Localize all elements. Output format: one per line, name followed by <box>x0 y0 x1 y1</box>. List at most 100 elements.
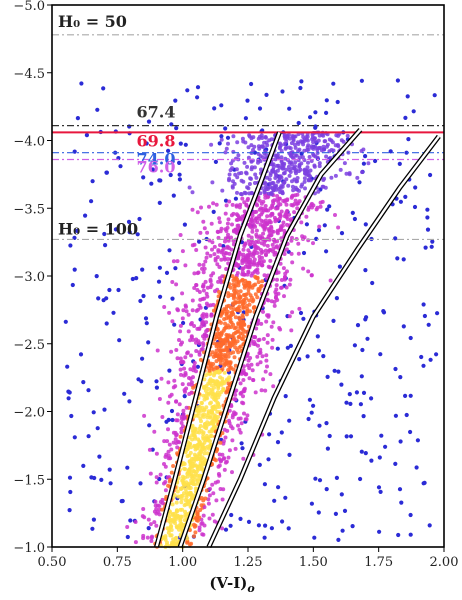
data-point <box>249 362 254 367</box>
data-point <box>303 186 307 191</box>
data-point <box>118 164 123 169</box>
data-point <box>86 434 91 439</box>
data-point <box>182 222 187 227</box>
data-point <box>197 426 202 431</box>
data-point <box>256 343 260 348</box>
data-point <box>281 266 286 271</box>
data-point <box>92 475 97 481</box>
data-point <box>225 333 230 338</box>
data-point <box>190 481 195 486</box>
data-point <box>232 181 237 186</box>
data-point <box>256 240 261 244</box>
data-point <box>219 250 224 255</box>
data-point <box>195 473 200 478</box>
data-point <box>117 338 122 343</box>
data-point <box>286 158 290 163</box>
data-point <box>277 326 282 330</box>
data-point <box>250 299 255 304</box>
data-point <box>262 222 267 227</box>
data-point <box>300 182 305 187</box>
data-point <box>239 421 244 426</box>
data-point <box>183 142 188 147</box>
data-point <box>313 476 318 481</box>
data-point <box>270 181 275 185</box>
data-point <box>315 155 320 160</box>
data-point <box>300 155 305 160</box>
data-point <box>122 391 127 396</box>
data-point <box>252 257 257 262</box>
data-point <box>168 477 173 482</box>
data-point <box>328 155 333 160</box>
data-point <box>224 304 229 309</box>
data-point <box>282 171 287 175</box>
data-point <box>295 187 300 192</box>
data-point <box>222 307 227 312</box>
data-point <box>282 180 287 185</box>
data-point <box>154 379 159 384</box>
data-point <box>235 289 240 294</box>
data-point <box>207 368 212 373</box>
data-point <box>107 287 112 293</box>
data-point <box>309 144 314 149</box>
data-point <box>327 433 332 439</box>
data-point <box>146 340 151 345</box>
data-point <box>248 242 253 247</box>
data-point <box>182 388 187 393</box>
data-point <box>296 120 301 126</box>
data-point <box>262 188 267 193</box>
data-point <box>317 164 322 169</box>
data-point <box>235 227 240 232</box>
data-point <box>287 418 292 423</box>
data-point <box>285 197 290 202</box>
data-point <box>160 507 165 512</box>
data-point <box>201 288 206 293</box>
data-point <box>165 439 170 444</box>
data-point <box>180 291 185 296</box>
data-point <box>258 222 263 227</box>
data-point <box>276 291 281 296</box>
data-point <box>398 439 403 444</box>
data-point <box>197 239 202 244</box>
data-point <box>275 277 279 282</box>
data-point <box>355 175 360 180</box>
data-point <box>202 397 207 402</box>
data-point <box>272 303 277 308</box>
data-point <box>299 79 304 84</box>
data-point <box>233 330 238 335</box>
data-point <box>201 263 206 267</box>
data-point <box>317 146 321 150</box>
data-point <box>233 196 238 201</box>
data-point <box>237 205 242 210</box>
x-tick-label: 1.75 <box>364 555 393 570</box>
data-point <box>181 461 186 466</box>
data-point <box>290 184 295 189</box>
data-point <box>216 369 221 374</box>
data-point <box>286 183 291 188</box>
data-point <box>226 217 231 222</box>
data-point <box>195 326 200 331</box>
data-point <box>288 343 293 348</box>
data-point <box>166 400 171 405</box>
data-point <box>287 136 292 141</box>
data-point <box>347 392 352 397</box>
data-point <box>229 325 234 329</box>
data-point <box>334 475 339 480</box>
data-point <box>197 290 202 294</box>
data-point <box>312 136 317 141</box>
data-point <box>265 297 270 302</box>
data-point <box>225 257 230 261</box>
data-point <box>269 324 274 329</box>
data-point <box>201 270 206 275</box>
data-point <box>185 454 190 459</box>
data-point <box>209 283 214 287</box>
data-point <box>347 171 352 176</box>
data-point <box>247 302 252 307</box>
data-point <box>335 99 340 105</box>
data-point <box>348 434 354 439</box>
data-point <box>250 165 254 170</box>
data-point <box>253 218 258 223</box>
data-point <box>241 370 246 375</box>
data-point <box>275 239 280 244</box>
data-point <box>241 378 246 382</box>
data-point <box>97 454 102 459</box>
